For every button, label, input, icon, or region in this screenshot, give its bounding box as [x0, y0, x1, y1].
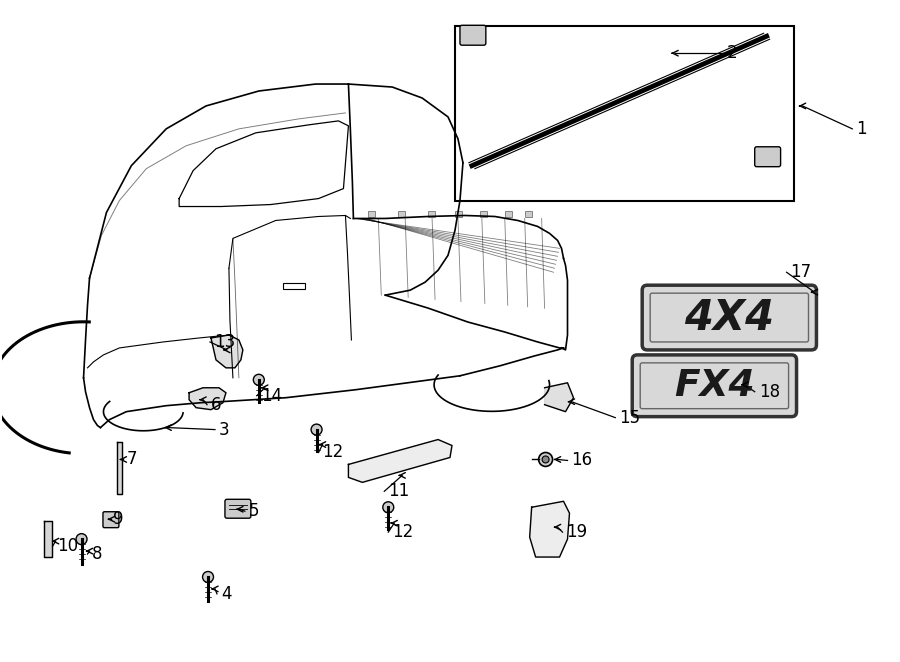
Polygon shape — [348, 440, 452, 483]
Text: 1: 1 — [856, 120, 867, 138]
Polygon shape — [530, 501, 570, 557]
Circle shape — [542, 456, 549, 463]
FancyBboxPatch shape — [755, 147, 780, 167]
Circle shape — [202, 571, 213, 583]
Text: 17: 17 — [790, 263, 812, 281]
Text: 4X4: 4X4 — [684, 297, 774, 338]
Text: FX4: FX4 — [674, 368, 755, 404]
Text: 9: 9 — [113, 510, 124, 528]
FancyBboxPatch shape — [643, 285, 816, 350]
Bar — [525, 211, 532, 218]
Text: 8: 8 — [92, 545, 102, 563]
FancyBboxPatch shape — [225, 499, 251, 518]
Text: 18: 18 — [759, 383, 779, 401]
Bar — [283, 283, 304, 289]
Polygon shape — [117, 442, 122, 495]
Circle shape — [76, 534, 87, 545]
Bar — [455, 26, 794, 201]
Polygon shape — [189, 388, 226, 410]
Text: 7: 7 — [126, 450, 137, 469]
Text: 12: 12 — [392, 523, 413, 541]
Text: 6: 6 — [211, 396, 221, 414]
FancyBboxPatch shape — [103, 512, 119, 528]
Text: 11: 11 — [388, 483, 410, 500]
Bar — [398, 211, 405, 218]
Polygon shape — [211, 335, 243, 368]
Circle shape — [382, 502, 393, 513]
Text: 13: 13 — [214, 333, 235, 351]
Circle shape — [253, 374, 265, 385]
Text: 19: 19 — [566, 523, 588, 541]
Text: 5: 5 — [248, 502, 259, 520]
Bar — [455, 211, 462, 218]
Text: 15: 15 — [619, 408, 641, 426]
Bar — [505, 211, 512, 218]
Bar — [428, 211, 435, 218]
Text: 16: 16 — [572, 451, 592, 469]
Text: 4: 4 — [221, 585, 231, 603]
FancyBboxPatch shape — [460, 25, 486, 45]
Text: 12: 12 — [322, 444, 344, 461]
Bar — [368, 211, 375, 218]
Text: 2: 2 — [727, 44, 737, 62]
Circle shape — [311, 424, 322, 435]
Text: 14: 14 — [261, 387, 282, 404]
Text: 3: 3 — [219, 420, 230, 439]
Text: 10: 10 — [57, 537, 77, 555]
FancyBboxPatch shape — [632, 355, 796, 416]
Polygon shape — [544, 383, 573, 412]
Bar — [480, 211, 487, 218]
Polygon shape — [44, 521, 51, 557]
Circle shape — [538, 453, 553, 467]
